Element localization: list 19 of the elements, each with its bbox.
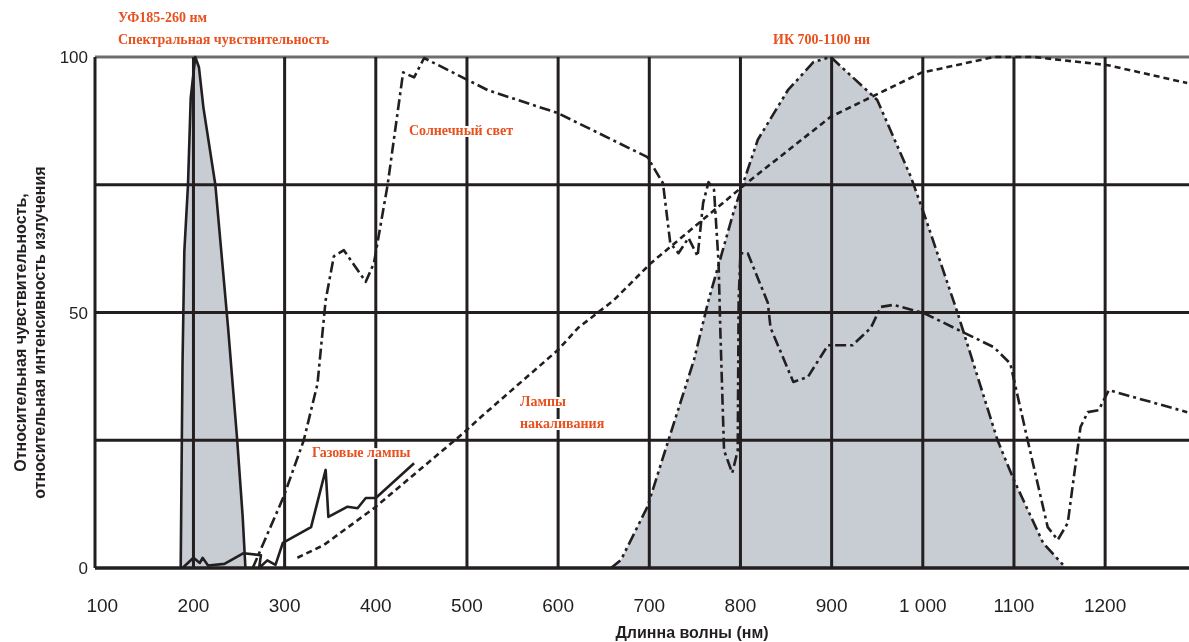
x-tick-label: 200 — [177, 595, 210, 616]
x-tick-label: 1100 — [993, 595, 1035, 616]
x-tick-label: 700 — [633, 595, 666, 616]
text: УФ185-260 нм Спектральная чувствительность — [118, 10, 330, 47]
x-tick-label: 500 — [451, 595, 483, 616]
x-tick-label: 1200 — [1083, 595, 1127, 616]
x-tick-label: 900 — [815, 595, 848, 616]
x-tick-label: 100 — [86, 595, 119, 616]
x-axis-title: Длинна волны (нм) — [615, 624, 769, 641]
x-tick-label: 300 — [268, 595, 301, 616]
x-tick-label: 1 000 — [899, 595, 947, 616]
y-axis-title: Относительная чувствительность, относительная интенсивность излучения — [12, 166, 48, 499]
text: ИК 700-1100 ни — [773, 32, 871, 47]
x-tick-label: 600 — [542, 595, 574, 616]
y-tick-label: 0 — [78, 559, 88, 578]
x-tick-label: 400 — [359, 595, 392, 616]
y-tick-label: 50 — [69, 303, 88, 323]
x-tick-label: 800 — [724, 595, 757, 616]
y-tick-label: 100 — [59, 48, 88, 67]
